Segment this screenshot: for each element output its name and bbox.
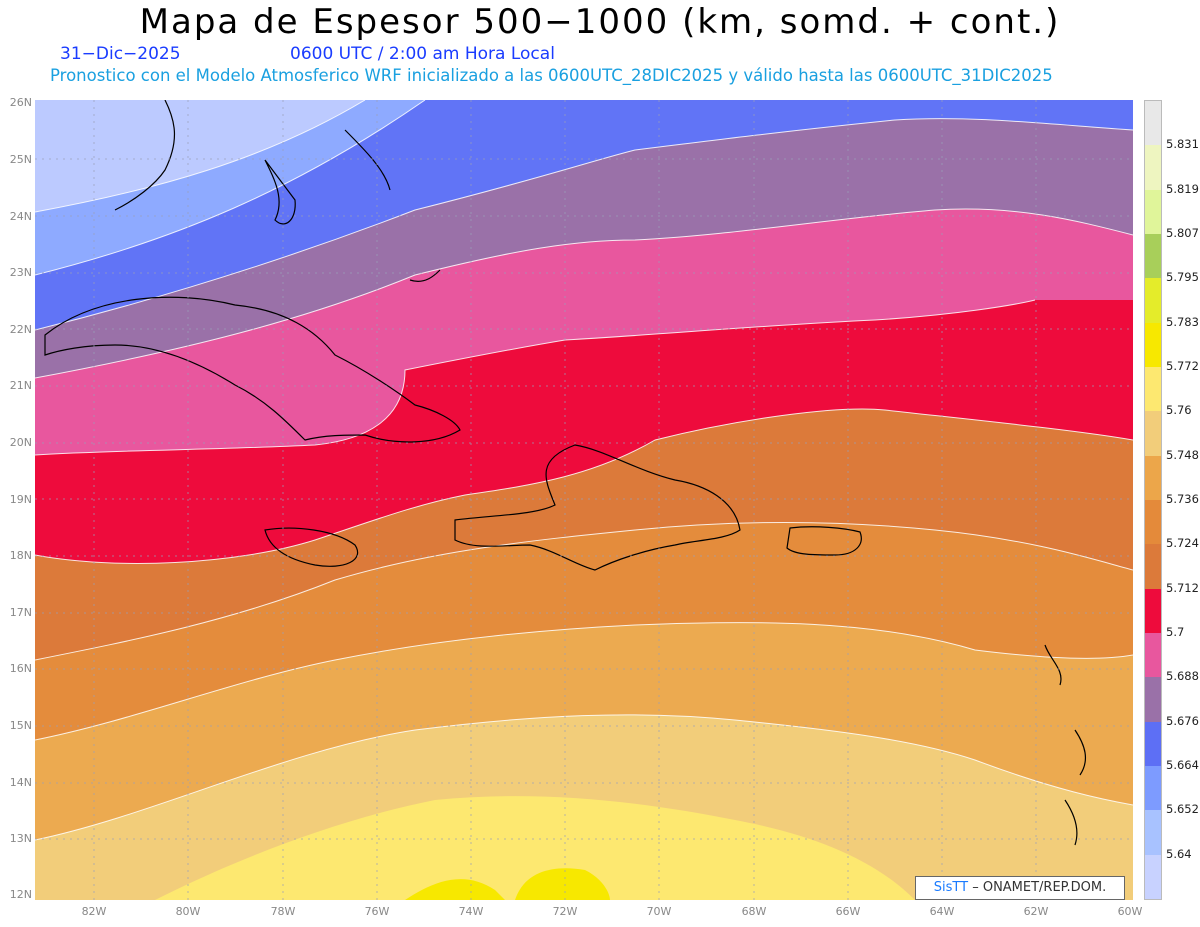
colorbar-label: 5.64 <box>1166 846 1192 861</box>
coast-puerto-rico <box>786 526 862 556</box>
colorbar-label: 5.652 <box>1166 802 1199 817</box>
lat-label-24n: 24N <box>9 210 32 223</box>
lon-label-70w: 70W <box>646 905 672 918</box>
coast-hispaniola <box>454 444 741 571</box>
colorbar-segment <box>1145 411 1161 457</box>
colorbar-label: 5.688 <box>1166 669 1199 684</box>
coast-florida <box>114 100 176 211</box>
colorbar-label: 5.807 <box>1166 226 1199 240</box>
colorbar-label: 5.819 <box>1166 181 1199 196</box>
colorbar-segment <box>1145 810 1161 856</box>
colorbar-label: 5.736 <box>1166 492 1199 506</box>
colorbar-segment <box>1145 500 1161 545</box>
lon-label-66w: 66W <box>835 905 861 918</box>
lat-label-20n: 20N <box>9 436 32 449</box>
lat-label-23n: 23N <box>9 266 32 279</box>
thickness-map <box>35 100 1133 900</box>
lon-label-80w: 80W <box>175 905 201 918</box>
colorbar-segment <box>1145 677 1161 723</box>
lat-label-19n: 19N <box>9 493 32 506</box>
graticule <box>35 100 1133 900</box>
lat-label-26n: 26N <box>9 96 32 109</box>
colorbar-label: 5.795 <box>1166 270 1199 285</box>
coast-lesser-antilles <box>1044 644 1087 846</box>
forecast-time: 0600 UTC / 2:00 am Hora Local <box>290 44 555 64</box>
colorbar-segment <box>1145 322 1161 368</box>
colorbar-segment <box>1145 766 1161 811</box>
colorbar-label: 5.664 <box>1166 758 1199 772</box>
coastlines <box>44 100 1087 846</box>
contour-lines <box>35 100 1133 841</box>
lat-label-25n: 25N <box>9 153 32 166</box>
colorbar-label: 5.676 <box>1166 713 1199 728</box>
map-title: Mapa de Espesor 500−1000 (km, somd. + co… <box>139 2 1061 42</box>
colorbar-segment <box>1145 721 1161 767</box>
thickness-bands <box>35 100 1133 900</box>
colorbar-segment <box>1145 544 1161 590</box>
lon-label-72w: 72W <box>552 905 578 918</box>
colorbar-segment <box>1145 455 1161 501</box>
lat-label-16n: 16N <box>9 662 32 675</box>
coast-bahamas-1 <box>264 159 296 225</box>
colorbar-label: 5.772 <box>1166 359 1199 373</box>
colorbar-segment <box>1145 189 1161 235</box>
credit-box: SisTT – ONAMET/REP.DOM. <box>915 876 1125 900</box>
lon-label-68w: 68W <box>741 905 767 918</box>
lat-label-14n: 14N <box>9 776 32 789</box>
lon-label-82w: 82W <box>81 905 107 918</box>
coast-cuba <box>44 296 461 443</box>
credit-text: – ONAMET/REP.DOM. <box>972 880 1107 895</box>
colorbar-label: 5.724 <box>1166 536 1199 551</box>
lon-label-74w: 74W <box>458 905 484 918</box>
lon-label-64w: 64W <box>929 905 955 918</box>
lat-label-22n: 22N <box>9 323 32 336</box>
colorbar-label: 5.783 <box>1166 314 1199 329</box>
colorbar-segment <box>1145 101 1161 146</box>
band-5.772 <box>405 868 610 900</box>
map-svg <box>35 100 1133 900</box>
coast-jamaica <box>264 527 359 567</box>
lat-label-15n: 15N <box>9 719 32 732</box>
colorbar-segment <box>1145 145 1161 191</box>
forecast-date: 31−Dic−2025 <box>60 44 181 64</box>
colorbar-label: 5.748 <box>1166 447 1199 462</box>
lat-label-12n: 12N <box>9 888 32 901</box>
colorbar-segment <box>1145 854 1161 900</box>
forecast-subtitle: Pronostico con el Modelo Atmosferico WRF… <box>50 66 1053 85</box>
colorbar-segment <box>1145 367 1161 412</box>
lat-label-18n: 18N <box>9 549 32 562</box>
colorbar-segment <box>1145 633 1161 678</box>
lon-label-60w: 60W <box>1117 905 1143 918</box>
colorbar-segment <box>1145 588 1161 634</box>
lon-label-78w: 78W <box>270 905 296 918</box>
colorbar-segment <box>1145 278 1161 324</box>
band-5.76 <box>155 796 915 900</box>
colorbar-label: 5.712 <box>1166 580 1199 595</box>
colorbar-label: 5.831 <box>1166 137 1199 152</box>
credit-brand: SisTT <box>933 880 969 895</box>
lat-label-21n: 21N <box>9 379 32 392</box>
colorbar-label: 5.76 <box>1166 403 1192 418</box>
lat-label-13n: 13N <box>9 832 32 845</box>
colorbar-segment <box>1145 234 1161 279</box>
coast-bahamas-2 <box>344 129 391 191</box>
colorbar <box>1144 100 1162 900</box>
lat-label-17n: 17N <box>9 606 32 619</box>
coast-bahamas-3 <box>409 269 441 282</box>
colorbar-label: 5.7 <box>1166 625 1185 639</box>
lon-label-62w: 62W <box>1023 905 1049 918</box>
lon-label-76w: 76W <box>364 905 390 918</box>
